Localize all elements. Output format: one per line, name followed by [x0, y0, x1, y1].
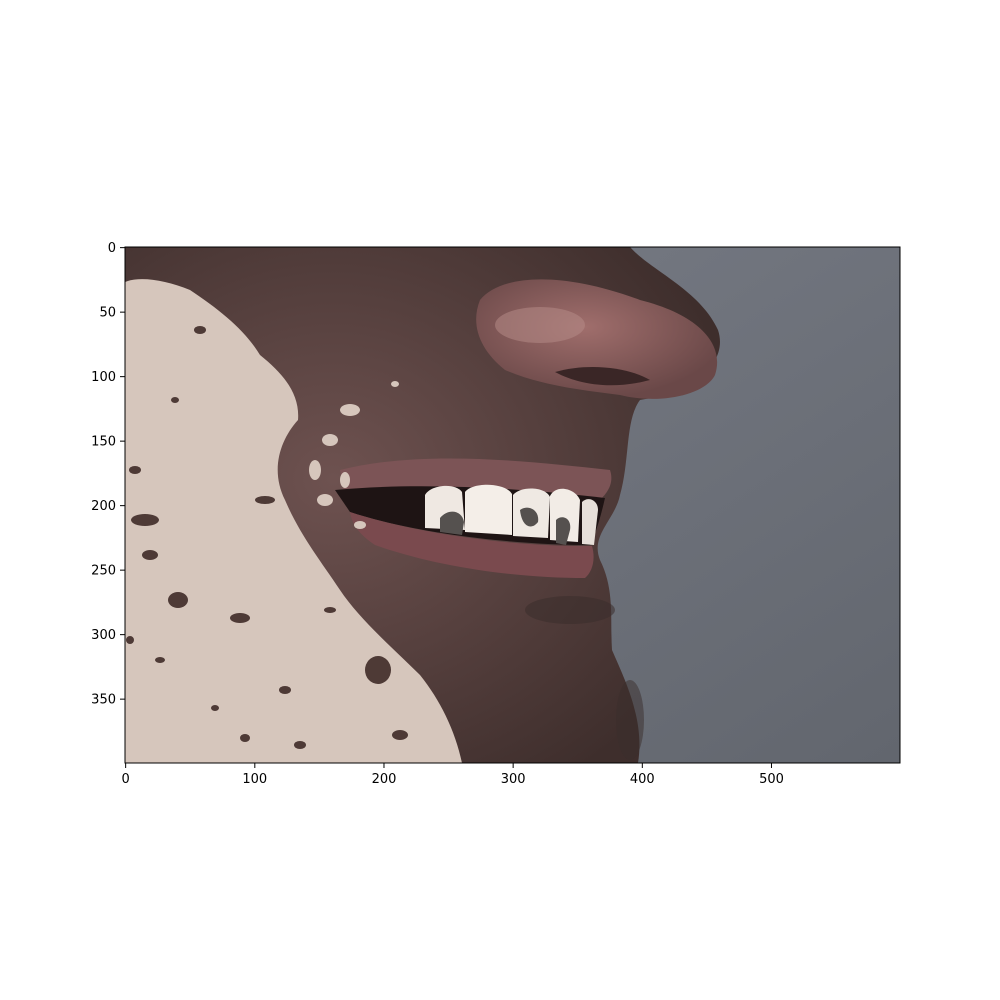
- speckle: [391, 381, 399, 387]
- speckle: [255, 496, 275, 504]
- y-axis: 0 50 100 150 200 250 300 350: [91, 241, 125, 708]
- speckle: [168, 592, 188, 608]
- speckle: [392, 730, 408, 740]
- tooth: [465, 484, 512, 535]
- x-tick-label: 0: [122, 772, 130, 787]
- speckle: [171, 397, 179, 403]
- x-tick-label: 400: [630, 772, 655, 787]
- speckle: [131, 514, 159, 526]
- jaw-stubble: [616, 680, 644, 760]
- teeth: [425, 484, 598, 545]
- speckle: [155, 657, 165, 663]
- y-tick-label: 200: [91, 499, 116, 514]
- speckle: [211, 705, 219, 711]
- overlay-speckles-light: [309, 381, 399, 529]
- teeth-gap: [556, 517, 571, 545]
- speckle: [126, 636, 134, 644]
- speckle: [340, 472, 350, 488]
- cheek-overlay: [125, 279, 462, 763]
- x-tick-label: 200: [372, 772, 397, 787]
- nostril: [555, 366, 650, 386]
- speckle: [340, 404, 360, 416]
- tooth: [582, 499, 598, 545]
- speckle: [322, 434, 338, 446]
- y-tick-label: 50: [99, 306, 116, 321]
- face-photo: [125, 247, 900, 763]
- x-tick-label: 100: [242, 772, 267, 787]
- y-tick-label: 150: [91, 435, 116, 450]
- speckle: [240, 734, 250, 742]
- speckle: [324, 607, 336, 613]
- x-axis: 0 100 200 300 400 500: [122, 763, 784, 787]
- speckle: [309, 460, 321, 480]
- teeth-gap: [520, 507, 539, 527]
- speckle: [279, 686, 291, 694]
- overlay-speckles: [126, 326, 408, 749]
- x-tick-label: 500: [759, 772, 784, 787]
- speckle: [365, 656, 391, 684]
- speckle: [230, 613, 250, 623]
- nose-highlight: [495, 307, 585, 343]
- x-tick-label: 300: [501, 772, 526, 787]
- speckle: [317, 494, 333, 506]
- y-tick-label: 350: [91, 693, 116, 708]
- y-tick-label: 100: [91, 370, 116, 385]
- y-tick-label: 0: [108, 241, 116, 256]
- speckle: [194, 326, 206, 334]
- speckle: [354, 521, 366, 529]
- speckle: [129, 466, 141, 474]
- axes-frame: [124, 246, 901, 764]
- y-tick-label: 250: [91, 564, 116, 579]
- speckle: [294, 741, 306, 749]
- speckle: [142, 550, 158, 560]
- lower-lip: [350, 512, 594, 578]
- y-tick-label: 300: [91, 628, 116, 643]
- teeth-gap: [440, 511, 464, 535]
- chin-stubble: [525, 596, 615, 624]
